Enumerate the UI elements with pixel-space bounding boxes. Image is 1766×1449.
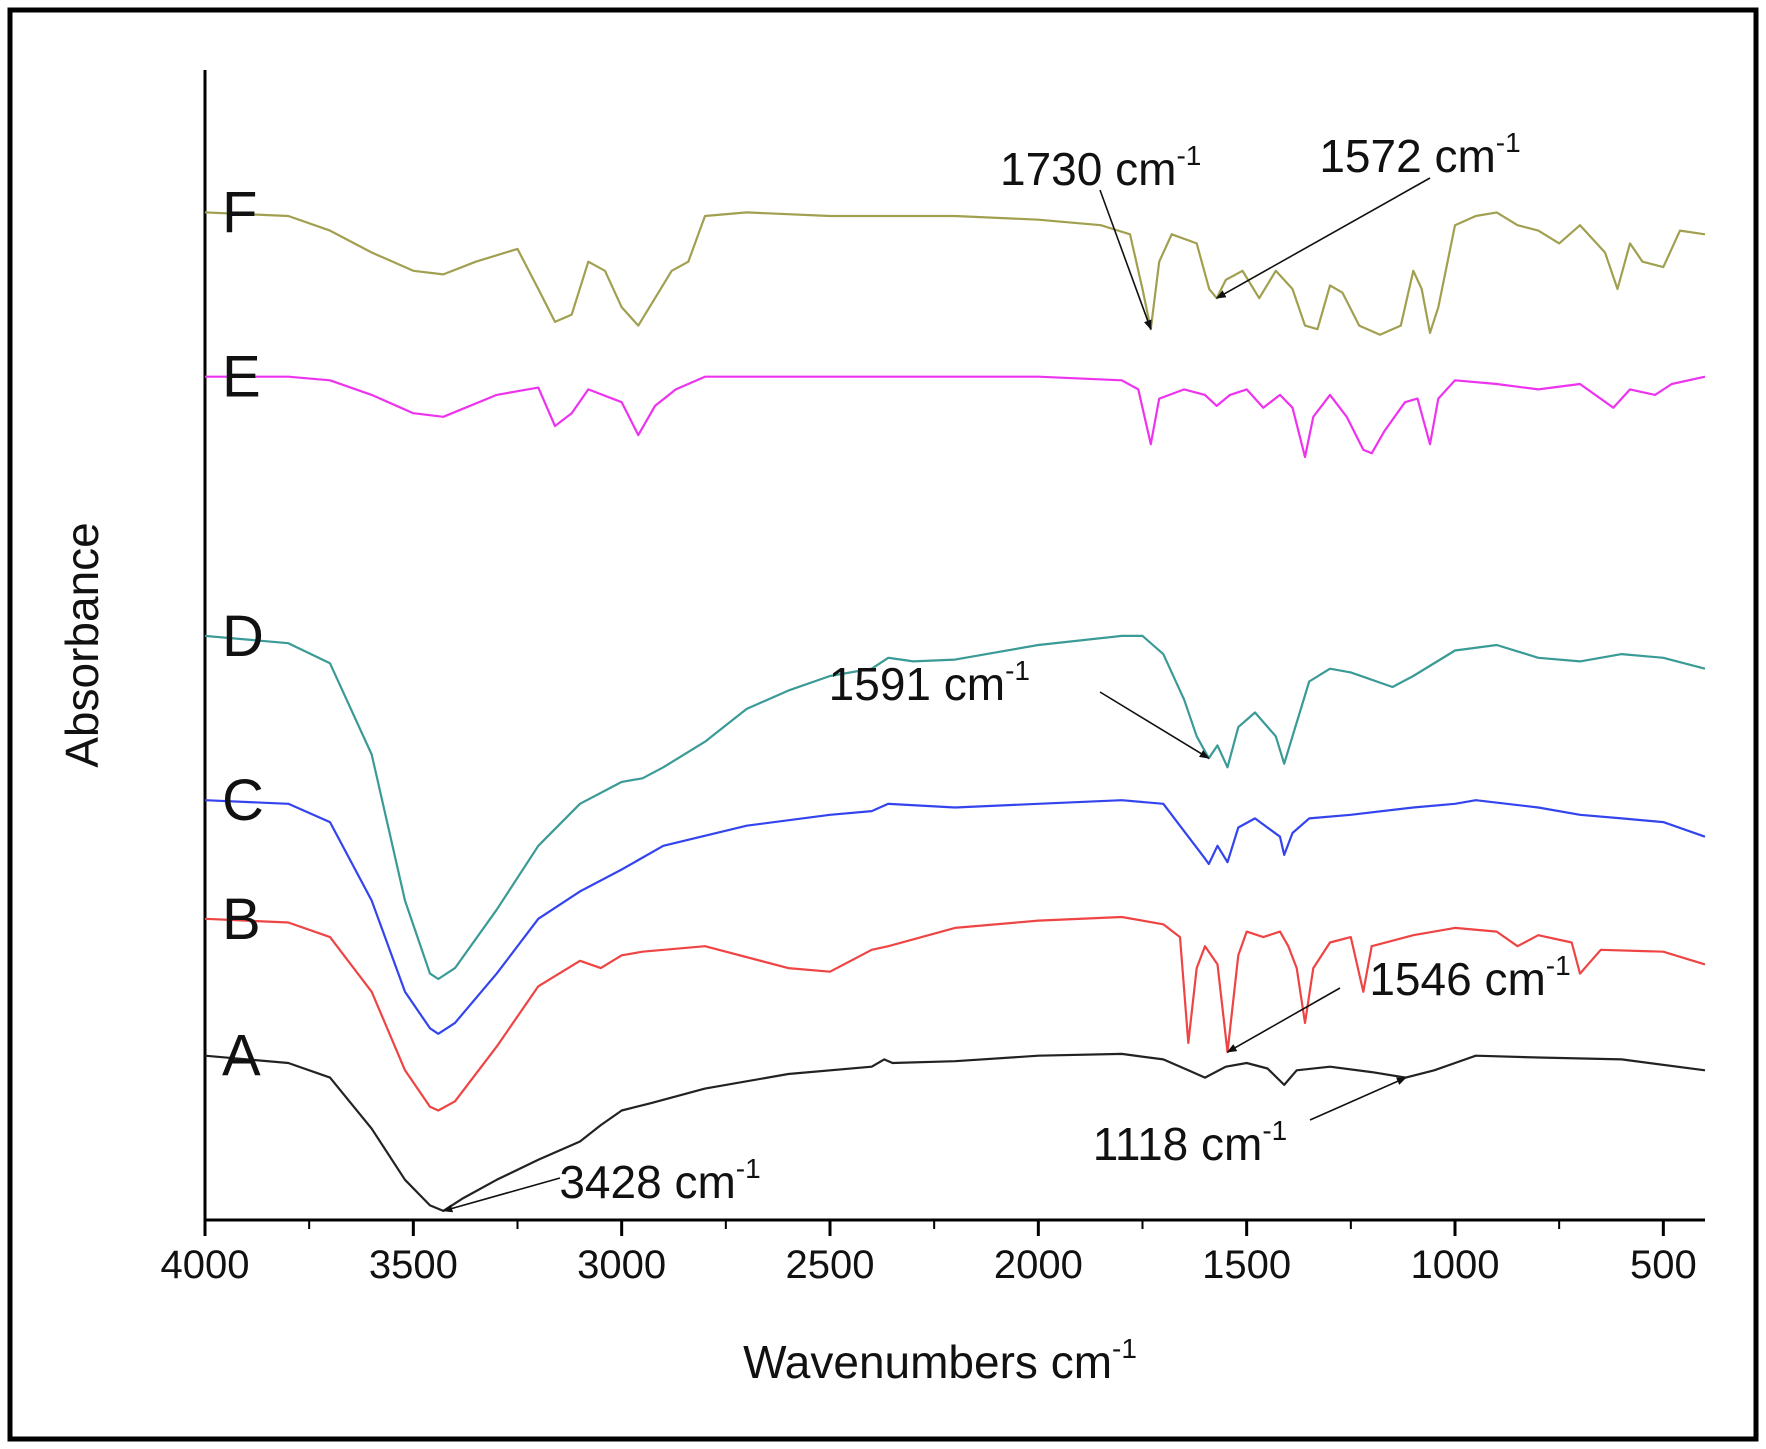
x-axis-title-text: Wavenumbers cm [743, 1336, 1112, 1388]
x-tick-label: 2000 [994, 1243, 1083, 1287]
series-label-A: A [222, 1024, 261, 1089]
annotation-arrow [1099, 691, 1210, 759]
y-axis-title: Absorbance [56, 522, 108, 768]
series-label-E: E [222, 345, 261, 410]
x-tick-label: 500 [1630, 1243, 1697, 1287]
series-label-C: C [222, 768, 264, 833]
x-axis-title: Wavenumbers cm-1 [743, 1333, 1137, 1388]
annotation-label: 3428 cm-1 [559, 1153, 760, 1208]
series-label-F: F [222, 180, 257, 245]
x-axis-title-sup: -1 [1112, 1333, 1137, 1364]
annotation-sup: -1 [1005, 655, 1030, 686]
series-label-B: B [222, 887, 261, 952]
x-tick-label: 3500 [369, 1243, 458, 1287]
annotation-label: 1572 cm-1 [1319, 127, 1520, 182]
x-tick-label: 3000 [577, 1243, 666, 1287]
series-line-E [205, 375, 1706, 459]
series-line-B [204, 915, 1706, 1112]
annotation-label: 1546 cm-1 [1369, 950, 1570, 1005]
series-line-C [204, 799, 1706, 1035]
x-tick-label: 4000 [161, 1243, 250, 1287]
x-tick-label: 1000 [1411, 1243, 1500, 1287]
annotation-arrow [1309, 1076, 1407, 1121]
annotation-sup: -1 [1262, 1115, 1287, 1146]
series-line-F [204, 211, 1706, 336]
series-labels: A BC D E F [222, 180, 264, 1088]
annotation-text: 1572 cm [1319, 130, 1495, 182]
x-ticks: 4000 3500 3000 2500 2000 1500 1000 500 [161, 1220, 1697, 1287]
annotation-text: 1118 cm [1093, 1118, 1263, 1170]
annotation-arrow [1099, 189, 1152, 331]
annotation-label: 1591 cm-1 [829, 655, 1030, 710]
annotation-text: 1730 cm [1000, 143, 1176, 195]
x-tick-label: 2500 [786, 1243, 875, 1287]
annotation-arrow [442, 1177, 561, 1213]
annotation-sup: -1 [1546, 950, 1571, 981]
figure-frame [7, 7, 1759, 1442]
x-tick-label: 1500 [1202, 1243, 1291, 1287]
annotation-text: 3428 cm [559, 1156, 735, 1208]
annotation-label: 1118 cm-1 [1093, 1115, 1288, 1170]
annotation-sup: -1 [1176, 140, 1201, 171]
series-line-D [204, 634, 1706, 981]
annotation-sup: -1 [736, 1153, 761, 1184]
series-label-D: D [222, 604, 264, 669]
annotation-label: 1730 cm-1 [1000, 140, 1201, 195]
annotation-text: 1591 cm [829, 658, 1005, 710]
annotation-arrow [1226, 987, 1341, 1053]
annotation-arrow [1215, 177, 1431, 299]
annotation-text: 1546 cm [1369, 953, 1545, 1005]
annotation-sup: -1 [1496, 127, 1521, 158]
